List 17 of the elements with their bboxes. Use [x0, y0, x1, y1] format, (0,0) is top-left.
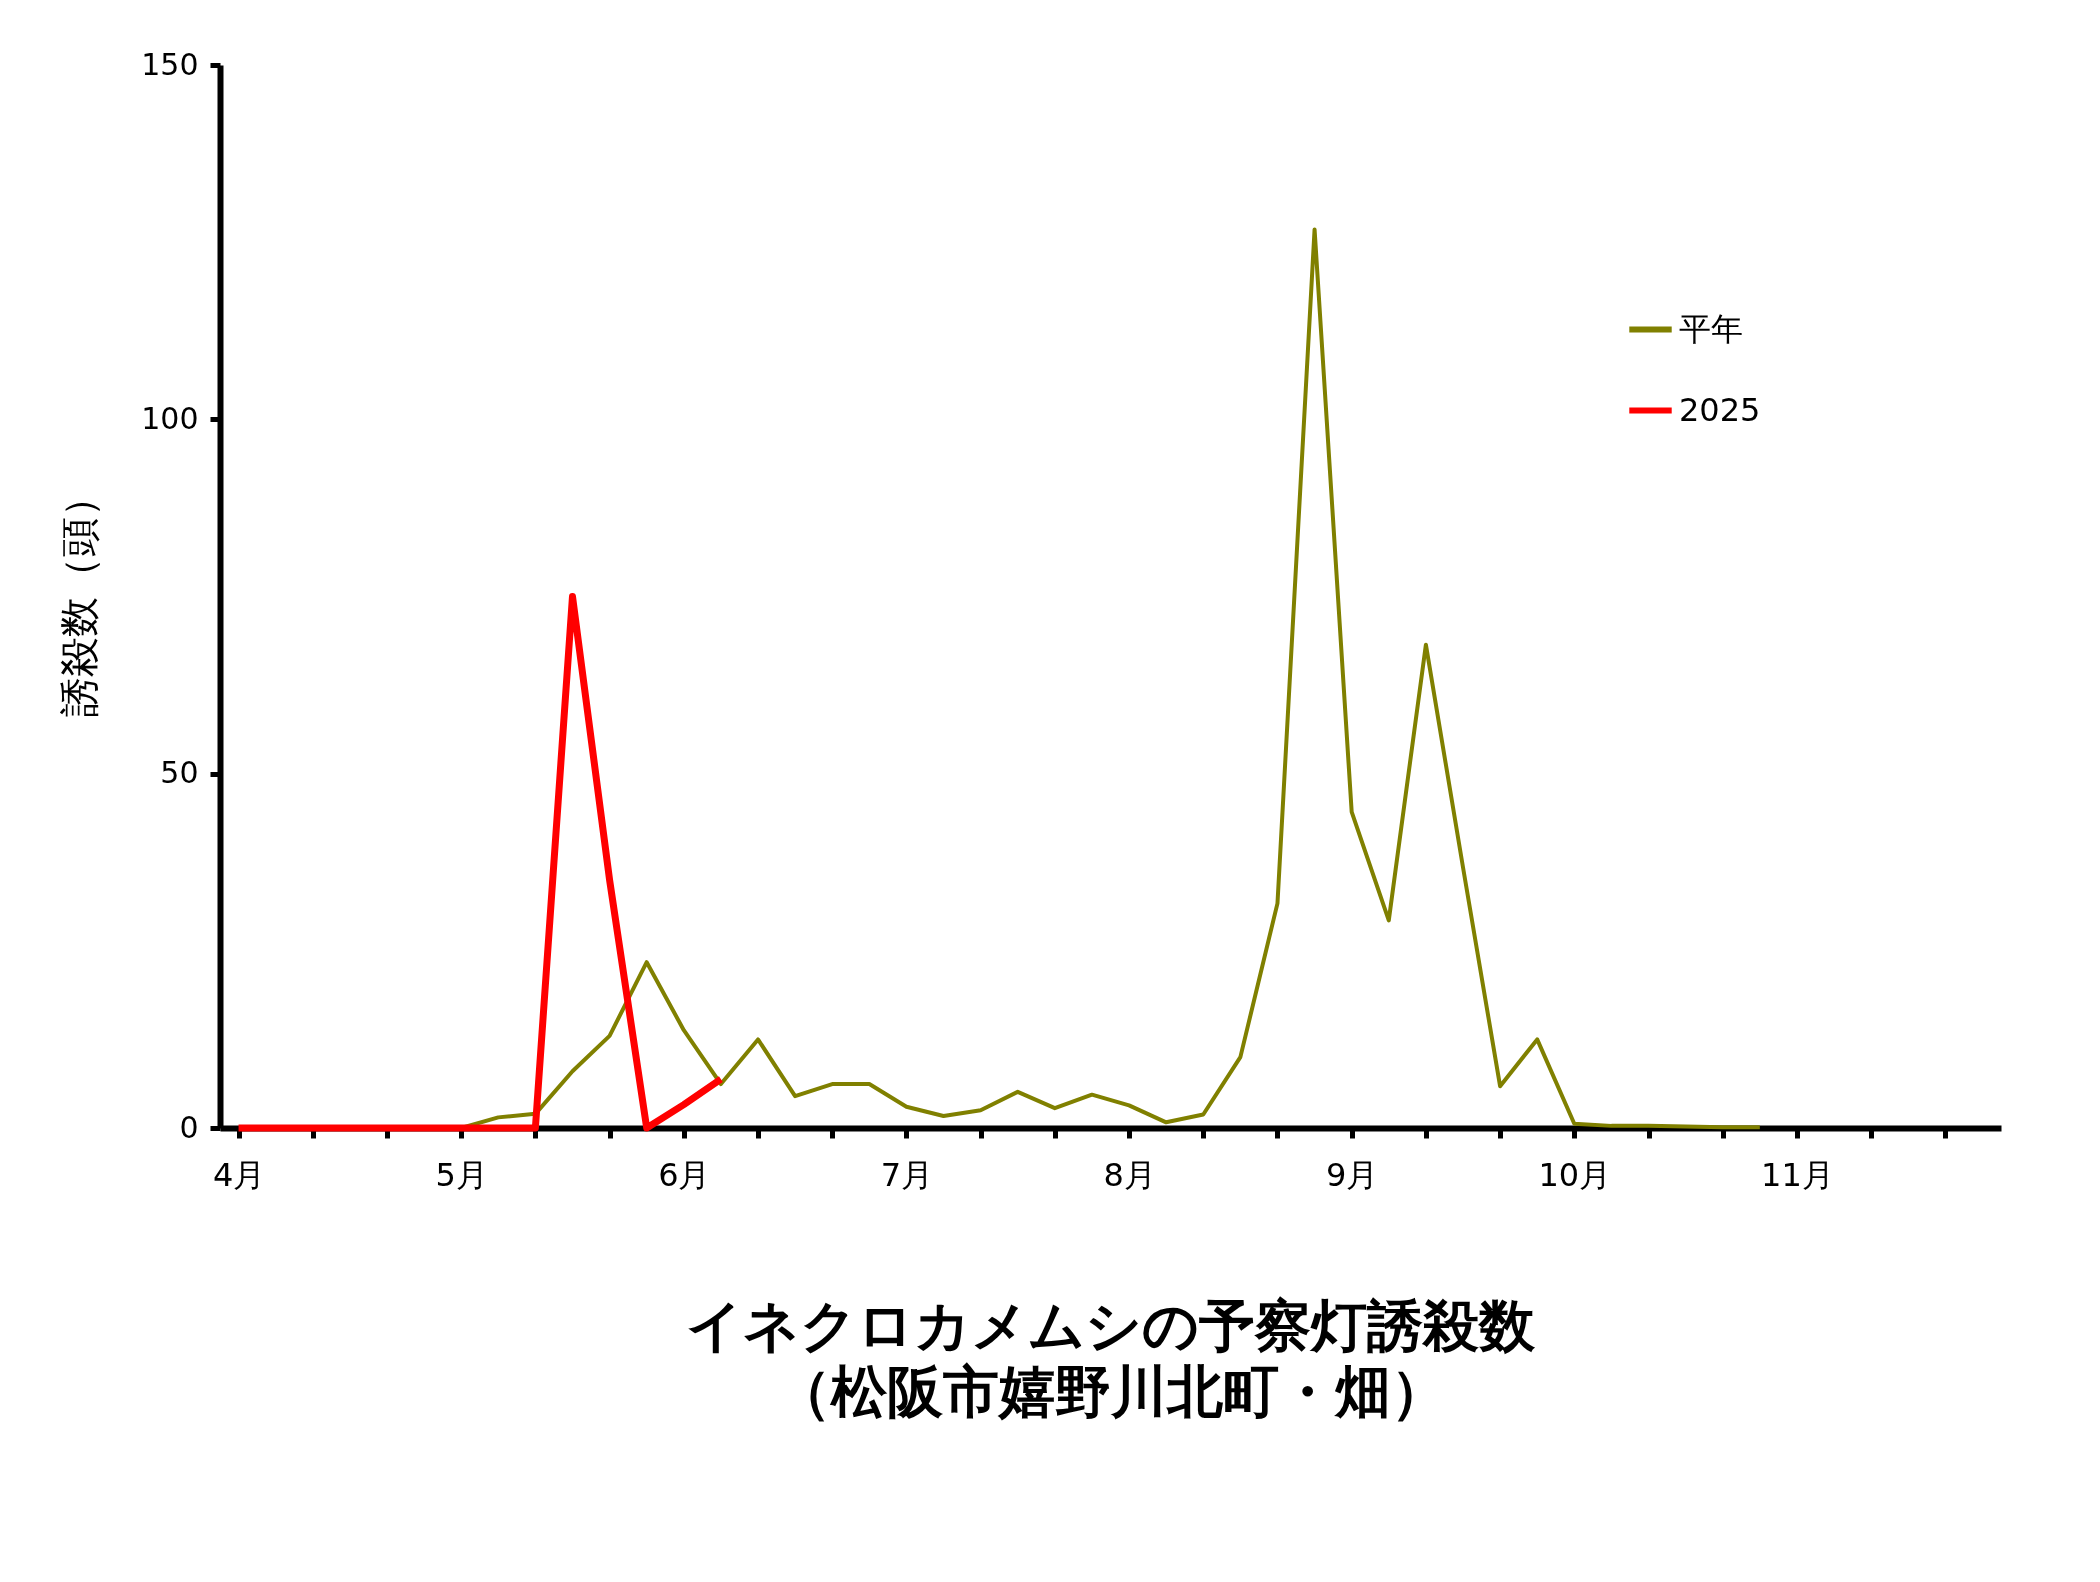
x-tick-label: 5月: [435, 1155, 488, 1194]
x-tick-label: 11月: [1761, 1155, 1834, 1194]
legend-label: 2025: [1679, 390, 1761, 429]
text: （松阪市嬉野川北町・畑）: [774, 1359, 1447, 1424]
x-tick-label: 9月: [1326, 1155, 1379, 1194]
x-tick-label: 7月: [880, 1155, 934, 1194]
x-tick-label: 6月: [658, 1155, 711, 1194]
x-tick-label: 8月: [1103, 1155, 1156, 1194]
x-tick-label: 10月: [1538, 1155, 1612, 1194]
y-tick-label: 150: [141, 46, 199, 82]
y-tick-label: 100: [141, 400, 199, 436]
y-tick-label: 0: [179, 1109, 199, 1145]
x-tick-label: 4月: [212, 1155, 266, 1194]
text: イネクロカメムシの予察灯誘殺数: [686, 1293, 1535, 1358]
y-axis-title: 誘殺数（頭）: [56, 477, 103, 717]
legend-label: 平年: [1679, 309, 1743, 348]
y-tick-label: 50: [160, 755, 199, 791]
